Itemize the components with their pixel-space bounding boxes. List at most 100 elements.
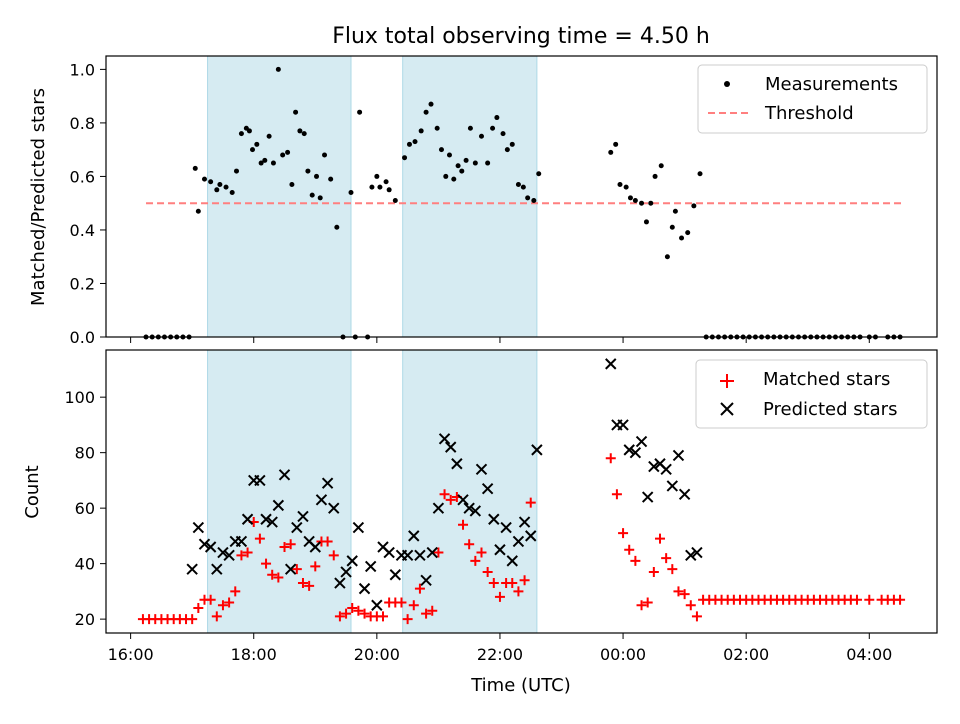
measurements-point [406, 141, 412, 147]
measurements-point [348, 189, 354, 195]
predicted-stars-point [445, 441, 457, 453]
measurements-point [627, 195, 633, 201]
measurements-point [478, 133, 484, 139]
measurements-point [317, 195, 323, 201]
x-tick-label: 18:00 [231, 645, 277, 664]
measurements-point [280, 152, 286, 158]
x-tick-label: 02:00 [723, 645, 769, 664]
predicted-stars-point [371, 599, 383, 611]
measurements-point [250, 147, 256, 153]
predicted-stars-point [217, 546, 229, 559]
matched-stars-point [414, 583, 425, 594]
predicted-stars-point [451, 458, 463, 470]
matched-stars-point [851, 594, 862, 605]
matched-stars-point [507, 578, 518, 589]
matched-stars-point [445, 494, 456, 505]
matched-stars-point [895, 594, 906, 605]
predicted-stars-point [408, 530, 420, 542]
measurements-point [608, 149, 614, 155]
matched-stars-point [691, 611, 702, 622]
legend-top-frame [697, 64, 928, 134]
measurements-point [520, 184, 526, 190]
measurements-point [386, 187, 392, 193]
x-axis-label: Time (UTC) [470, 675, 571, 696]
predicted-stars-point [672, 449, 685, 462]
predicted-stars-point [678, 488, 691, 500]
predicted-stars-point [340, 566, 352, 578]
matched-stars-point [636, 600, 647, 611]
matched-stars-point [513, 586, 524, 597]
matched-stars-point [642, 597, 653, 608]
matched-stars-point [291, 564, 302, 575]
predicted-stars-point [315, 494, 328, 506]
measurements-point [217, 181, 223, 187]
measurements-point [328, 176, 334, 182]
matched-stars-point [624, 544, 635, 555]
matched-stars-point [605, 453, 616, 464]
predicted-stars-point [500, 521, 512, 534]
predicted-stars-point [401, 549, 414, 562]
measurements-point [275, 66, 281, 72]
matched-stars-point [242, 547, 253, 558]
matched-stars-point [236, 550, 247, 561]
matched-stars-point [328, 550, 339, 561]
y-tick-label: 0.2 [70, 274, 95, 293]
matched-stars-point [279, 541, 290, 552]
measurements-point [285, 149, 291, 155]
predicted-stars-point [629, 446, 642, 459]
measurements-point [490, 125, 496, 131]
shaded-interval-2 [402, 349, 538, 634]
predicted-stars-point [494, 544, 506, 556]
measurements-point [455, 163, 461, 169]
matched-stars-point [655, 533, 665, 544]
measurements-point [377, 184, 383, 190]
measurements-point [485, 160, 491, 166]
predicted-stars-point [260, 513, 272, 525]
measurements-point [639, 200, 645, 206]
measurements-point [617, 181, 623, 187]
matched-stars-point [519, 575, 530, 586]
measurements-point [451, 176, 457, 182]
axes-frame [105, 349, 938, 634]
measurements-point [423, 109, 429, 115]
chart-title: Flux total observing time = 4.50 h [332, 24, 710, 49]
measurements-point [334, 224, 340, 230]
matched-stars-point [458, 519, 469, 530]
predicted-stars-point [352, 521, 365, 534]
measurements-point [467, 125, 473, 131]
y-tick-label: 0.6 [70, 167, 95, 186]
predicted-stars-point [525, 530, 537, 542]
matched-stars-point [433, 547, 444, 558]
measurements-point [697, 171, 703, 177]
matched-stars-point [353, 605, 364, 616]
measurements-point [632, 198, 638, 204]
measurements-point [536, 171, 542, 177]
matched-stars-point [667, 564, 678, 575]
predicted-stars-point [617, 419, 629, 431]
matched-stars-point [378, 611, 388, 622]
matched-stars-point [217, 600, 228, 611]
measurements-point [223, 184, 229, 190]
y-tick-label: 1.0 [70, 60, 95, 79]
measurements-point [509, 141, 515, 147]
y-tick-label: 80 [75, 444, 95, 463]
measurements-point [664, 254, 670, 260]
matched-stars-point [482, 566, 493, 577]
predicted-stars-point [475, 463, 488, 476]
measurements-point [446, 152, 452, 158]
predicted-stars-point [211, 563, 223, 575]
matched-stars-point [341, 608, 352, 619]
matched-stars-point [421, 608, 432, 619]
y-tick-label: 0.4 [70, 221, 95, 240]
matched-stars-point [230, 586, 241, 597]
matched-stars-point [864, 594, 875, 605]
measurements-point [258, 160, 264, 166]
measurements-point [195, 208, 201, 214]
matched-stars-point [322, 536, 333, 547]
matched-stars-point [334, 611, 345, 622]
measurements-point [463, 157, 469, 163]
legend-top: Measurements Threshold [697, 64, 928, 134]
measurements-point [270, 160, 276, 166]
predicted-stars-point [426, 546, 438, 559]
